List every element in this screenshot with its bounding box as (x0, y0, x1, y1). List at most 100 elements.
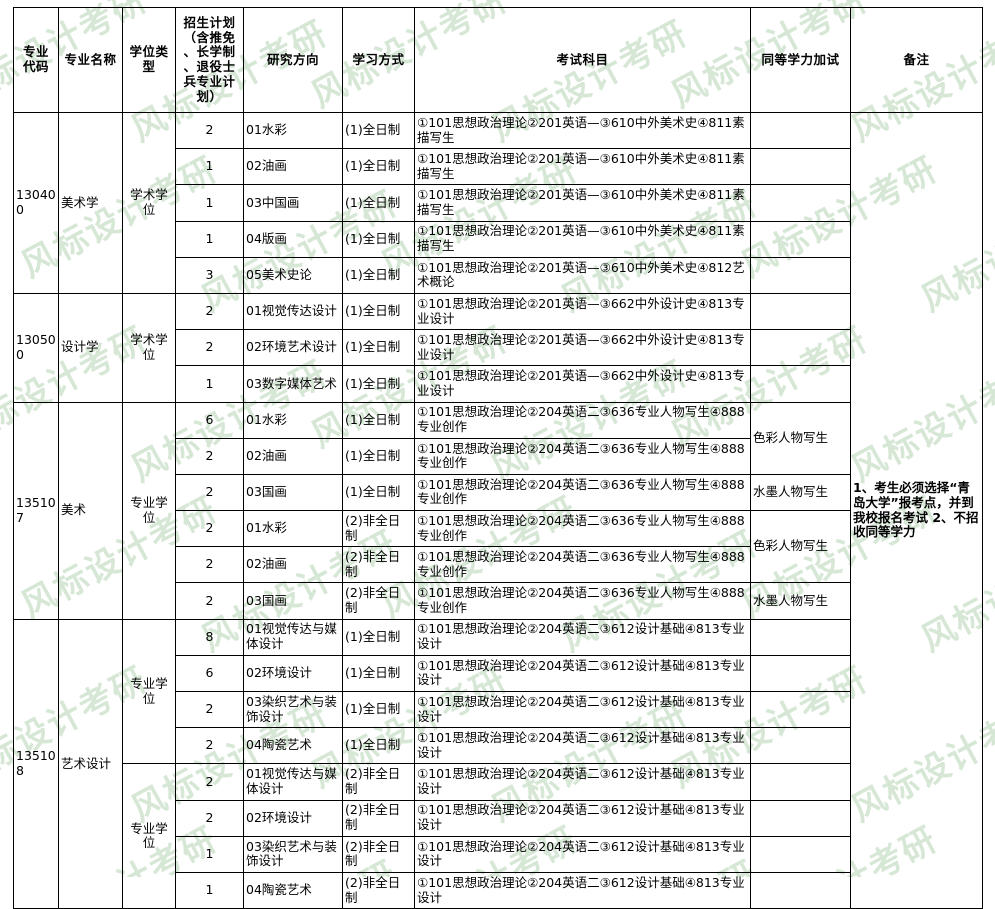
cell-equivalent-test: 色彩人物写生 (750, 510, 851, 584)
cell-quota: 2 (175, 111, 244, 150)
cell-research-direction: 03国画 (243, 473, 343, 512)
cell-quota: 2 (175, 292, 244, 331)
cell-exam-subjects: ①101思想政治理论②204英语二③636专业人物写生④888专业创作 (414, 473, 751, 512)
cell-equivalent-test (750, 148, 851, 186)
cell-study-mode: (1)全日制 (342, 148, 415, 186)
cell-major-name: 设计学 (58, 292, 123, 403)
cell-study-mode: (1)全日制 (342, 184, 415, 222)
cell-research-direction: 02油画 (243, 148, 343, 186)
cell-exam-subjects: ①101思想政治理论②204英语二③636专业人物写生④888专业创作 (414, 546, 751, 584)
table-row: 2 03国画 (1)全日制 ①101思想政治理论②204英语二③636专业人物写生④8… (14, 473, 983, 512)
cell-quota: 6 (175, 654, 244, 693)
cell-major-name: 艺术设计 (58, 618, 123, 909)
cell-research-direction: 01视觉传达设计 (243, 292, 343, 331)
cell-quota: 1 (175, 365, 244, 403)
cell-study-mode: (1)全日制 (342, 329, 415, 367)
cell-study-mode: (1)全日制 (342, 473, 415, 512)
column-header-extra: 同等学力加试 (750, 7, 851, 113)
cell-research-direction: 03中国画 (243, 184, 343, 222)
cell-research-direction: 05美术史论 (243, 256, 343, 294)
cell-research-direction: 01水彩 (243, 401, 343, 439)
cell-equivalent-test (750, 690, 851, 729)
cell-exam-subjects: ①101思想政治理论②201英语—③610中外美术史④811素描写生 (414, 184, 751, 222)
table-row: 1 03中国画 (1)全日制 ①101思想政治理论②201英语—③610中外美术史④8… (14, 184, 983, 222)
cell-study-mode: (2)非全日制 (342, 799, 415, 837)
cell-research-direction: 01视觉传达与媒体设计 (243, 618, 343, 656)
cell-major-name: 美术学 (58, 112, 123, 294)
cell-study-mode: (2)非全日制 (342, 510, 415, 548)
cell-equivalent-test (750, 220, 851, 258)
table-body: 130400 美术学 学术学位 2 01水彩 (1)全日制 ①101思想政治理论②201英语… (13, 111, 983, 909)
cell-equivalent-test (750, 111, 851, 150)
cell-quota: 2 (175, 473, 244, 512)
cell-equivalent-test (750, 618, 851, 656)
cell-research-direction: 02油画 (243, 437, 343, 475)
table-row: 2 02油画 (2)非全日制 ①101思想政治理论②204英语二③636专业人物写生④… (14, 546, 983, 584)
cell-quota: 2 (175, 546, 244, 584)
table-row: 6 02环境设计 (1)全日制 ①101思想政治理论②204英语二③612设计基础④8… (14, 654, 983, 693)
cell-major-code: 135107 (13, 401, 59, 620)
cell-exam-subjects: ①101思想政治理论②204英语二③636专业人物写生④888专业创作 (414, 401, 751, 439)
cell-quota: 2 (175, 510, 244, 548)
cell-equivalent-test (750, 835, 851, 873)
cell-major-code: 130400 (13, 112, 59, 294)
column-header-remark: 备注 (850, 7, 983, 113)
cell-exam-subjects: ①101思想政治理论②204英语二③612设计基础④813专业设计 (414, 835, 751, 873)
cell-quota: 6 (175, 401, 244, 439)
cell-research-direction: 02环境设计 (243, 654, 343, 693)
cell-exam-subjects: ①101思想政治理论②201英语—③610中外美术史④812艺术概论 (414, 256, 751, 294)
cell-quota: 2 (175, 582, 244, 620)
cell-equivalent-test (750, 654, 851, 693)
column-header-mode: 学习方式 (342, 7, 415, 113)
cell-study-mode: (1)全日制 (342, 727, 415, 765)
column-header-dir: 研究方向 (243, 7, 343, 113)
cell-study-mode: (2)非全日制 (342, 763, 415, 801)
cell-research-direction: 03染织艺术与装饰设计 (243, 835, 343, 873)
cell-quota: 1 (175, 220, 244, 258)
cell-study-mode: (1)全日制 (342, 292, 415, 331)
cell-study-mode: (1)全日制 (342, 654, 415, 693)
table-row: 1 02油画 (1)全日制 ①101思想政治理论②201英语—③610中外美术史④81… (14, 148, 983, 186)
cell-study-mode: (2)非全日制 (342, 835, 415, 873)
cell-quota: 3 (175, 256, 244, 294)
cell-equivalent-test (750, 763, 851, 801)
cell-research-direction: 01水彩 (243, 111, 343, 150)
cell-research-direction: 04陶瓷艺术 (243, 871, 343, 909)
table-header: 专业 代码 专业名称 学位类型招生计划 （含推免 、长学制 、退役士 兵专业计 划） 研究方向 学习… (13, 7, 983, 113)
cell-exam-subjects: ①101思想政治理论②204英语二③636专业人物写生④888专业创作 (414, 582, 751, 620)
cell-study-mode: (2)非全日制 (342, 546, 415, 584)
column-header-degree: 学位类型 (122, 7, 176, 113)
cell-exam-subjects: ①101思想政治理论②201英语—③662中外设计史④813专业设计 (414, 365, 751, 403)
cell-research-direction: 02环境艺术设计 (243, 329, 343, 367)
table-row: 2 03国画 (2)非全日制 ①101思想政治理论②204英语二③636专业人物写生④… (14, 582, 983, 620)
table-row: 3 05美术史论 (1)全日制 ①101思想政治理论②201英语—③610中外美术史④… (14, 256, 983, 294)
header-row: 专业 代码 专业名称 学位类型招生计划 （含推免 、长学制 、退役士 兵专业计 划） 研究方向 学习… (13, 7, 983, 113)
cell-quota: 2 (175, 763, 244, 801)
cell-quota: 1 (175, 835, 244, 873)
table-row: 2 04陶瓷艺术 (1)全日制 ①101思想政治理论②204英语二③612设计基础④8… (14, 727, 983, 765)
column-header-quota: 招生计划 （含推免 、长学制 、退役士 兵专业计 划） (175, 7, 244, 113)
cell-equivalent-test (750, 184, 851, 222)
cell-quota: 1 (175, 871, 244, 909)
cell-degree-type: 专业学位 (122, 763, 176, 909)
column-header-exam: 考试科目 (414, 7, 751, 113)
cell-equivalent-test (750, 292, 851, 331)
cell-research-direction: 03染织艺术与装饰设计 (243, 690, 343, 729)
cell-study-mode: (2)非全日制 (342, 871, 415, 909)
cell-study-mode: (1)全日制 (342, 437, 415, 475)
table-row: 2 01水彩 (2)非全日制 ①101思想政治理论②204英语二③636专业人物写生④… (14, 510, 983, 584)
cell-research-direction: 04陶瓷艺术 (243, 727, 343, 765)
table-row: 专业学位 2 01视觉传达与媒体设计 (2)非全日制 ①101思想政治理论②204英语二… (14, 763, 983, 909)
cell-study-mode: (1)全日制 (342, 220, 415, 258)
table-row: 135107 美术 专业学位 6 01水彩 (1)全日制 ①101思想政治理论②204英语二… (13, 401, 983, 620)
cell-exam-subjects: ①101思想政治理论②201英语—③610中外美术史④811素描写生 (414, 220, 751, 258)
cell-study-mode: (1)全日制 (342, 401, 415, 439)
cell-degree-type: 学术学位 (122, 292, 176, 403)
cell-research-direction: 01水彩 (243, 510, 343, 548)
cell-exam-subjects: ①101思想政治理论②204英语二③636专业人物写生④888专业创作 (414, 437, 751, 475)
cell-exam-subjects: ①101思想政治理论②201英语—③662中外设计史④813专业设计 (414, 329, 751, 367)
cell-exam-subjects: ①101思想政治理论②201英语—③610中外美术史④811素描写生 (414, 148, 751, 186)
cell-equivalent-test (750, 799, 851, 837)
cell-study-mode: (1)全日制 (342, 690, 415, 729)
cell-degree-type: 学术学位 (122, 112, 176, 294)
